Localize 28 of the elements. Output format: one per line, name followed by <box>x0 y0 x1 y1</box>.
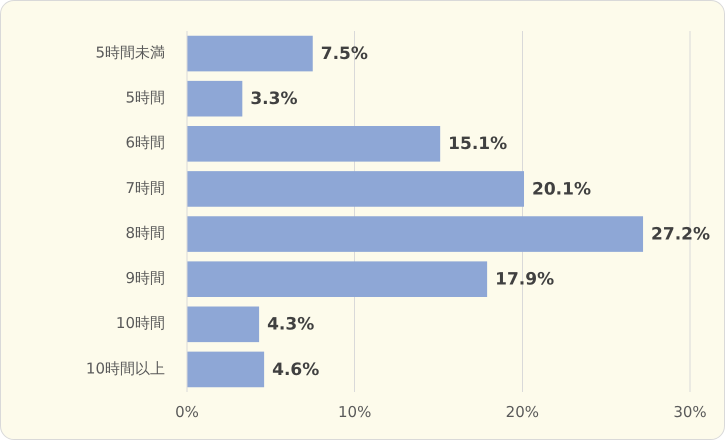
x-tick-label: 30% <box>673 402 707 421</box>
bar <box>188 352 264 388</box>
bar <box>188 126 440 162</box>
data-label: 27.2% <box>651 224 710 244</box>
y-tick-label: 7時間 <box>125 178 165 197</box>
bar <box>188 306 260 342</box>
y-tick-label: 10時間以上 <box>86 359 165 378</box>
data-label: 20.1% <box>532 179 591 200</box>
bar <box>188 261 488 298</box>
y-tick-label: 6時間 <box>125 134 165 152</box>
data-label: 15.1% <box>448 134 508 154</box>
y-tick-label: 5時間未満 <box>95 43 165 62</box>
x-tick-label: 0% <box>175 402 199 421</box>
y-tick-label: 5時間 <box>125 88 165 107</box>
data-label: 3.3% <box>250 89 298 110</box>
y-tick-label: 9時間 <box>125 269 165 288</box>
data-label: 4.3% <box>267 314 314 335</box>
bar <box>188 80 242 117</box>
data-label: 17.9% <box>495 270 554 290</box>
data-label: 7.5% <box>320 44 368 64</box>
bar <box>188 36 313 72</box>
x-tick-label: 10% <box>338 402 372 421</box>
y-tick-label: 10時間 <box>116 314 165 332</box>
x-tick-label: 20% <box>506 402 540 421</box>
data-label: 4.6% <box>272 360 320 380</box>
bar <box>188 171 524 207</box>
bar <box>188 216 644 252</box>
y-tick-label: 8時間 <box>125 224 165 242</box>
